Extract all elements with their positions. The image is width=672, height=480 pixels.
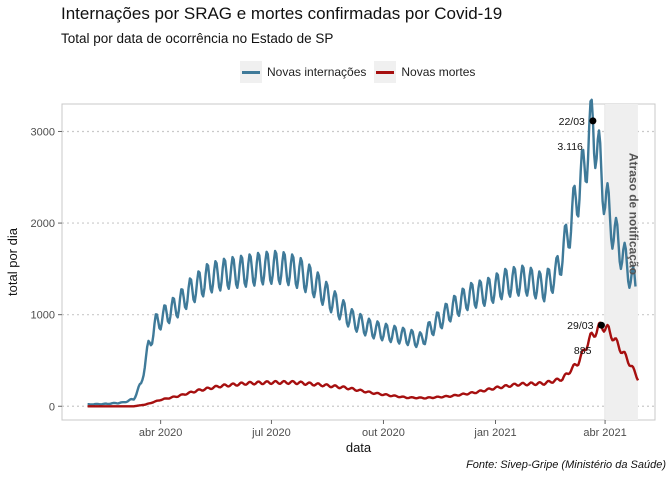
legend-key-internacoes — [240, 61, 262, 83]
legend-item-internacoes: Novas internações — [240, 61, 366, 83]
source-caption: Fonte: Sivep-Gripe (Ministério da Saúde) — [466, 459, 666, 471]
chart-subtitle: Total por data de ocorrência no Estado d… — [61, 31, 334, 46]
peak-value-label: 885 — [574, 345, 592, 357]
y-axis-label: total por dia — [5, 227, 20, 296]
chart-legend: Novas internações Novas mortes — [240, 61, 483, 83]
y-tick-label: 2000 — [31, 218, 55, 230]
series-line-internacoes — [87, 98, 637, 406]
y-tick-label: 3000 — [31, 126, 55, 138]
x-tick-label: jul 2020 — [251, 427, 291, 439]
peak-value-label: 3.116 — [557, 141, 583, 153]
series-line-mortes — [87, 321, 640, 408]
chart-title: Internações por SRAG e mortes confirmada… — [61, 4, 503, 23]
x-tick-label: abr 2021 — [583, 427, 626, 439]
annotations: 22/03 3.116 29/03 885 — [557, 116, 605, 357]
series-lines — [87, 98, 640, 408]
axes: 0 1000 2000 3000 abr 2020 jul 2020 out 2020 jan… — [31, 126, 627, 439]
y-tick-label: 0 — [49, 401, 55, 413]
legend-label-internacoes: Novas internações — [267, 65, 367, 79]
legend-key-mortes — [374, 61, 397, 83]
x-tick-label: abr 2020 — [139, 427, 182, 439]
legend-label-mortes: Novas mortes — [401, 65, 476, 79]
peak-point — [589, 117, 597, 125]
y-tick-label: 1000 — [31, 310, 55, 322]
delay-band-label: Atraso de notificação — [627, 153, 641, 275]
peak-point — [597, 321, 605, 329]
x-axis-label: data — [346, 440, 372, 455]
peak-date-label: 22/03 — [559, 116, 585, 128]
legend-item-mortes: Novas mortes — [374, 61, 475, 83]
legend-line-internacoes — [242, 70, 260, 74]
x-tick-label: jan 2021 — [473, 427, 516, 439]
peak-date-label: 29/03 — [567, 320, 593, 332]
x-tick-label: out 2020 — [362, 427, 405, 439]
legend-line-mortes — [376, 70, 395, 74]
